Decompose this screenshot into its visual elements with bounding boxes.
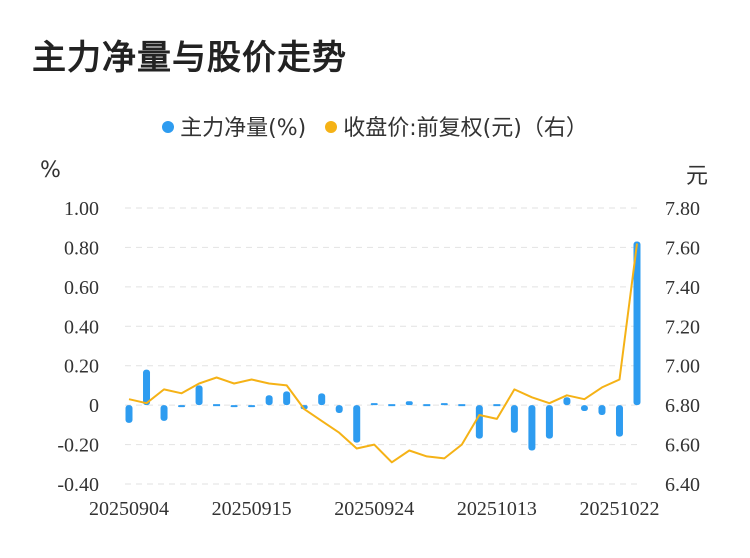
net-volume-bar	[283, 391, 291, 406]
right-tick-label: 7.60	[665, 237, 700, 259]
legend-item-close-price[interactable]: 收盘价:前复权(元)（右）	[325, 110, 588, 142]
net-volume-bar	[388, 404, 396, 407]
net-volume-bar	[195, 385, 203, 406]
right-tick-label: 7.20	[665, 316, 700, 338]
net-volume-bar	[335, 405, 343, 414]
close-price-line	[128, 243, 638, 464]
legend-dot-blue-icon	[162, 121, 175, 133]
net-volume-bar	[178, 405, 186, 408]
right-axis-unit: 元	[685, 164, 708, 189]
right-tick-label: 6.80	[665, 395, 700, 417]
right-tick-label: 7.00	[665, 356, 700, 378]
net-volume-bar	[440, 403, 448, 406]
right-tick-label: 7.80	[665, 198, 700, 220]
net-volume-bar	[213, 404, 221, 407]
right-tick-label: 6.60	[665, 435, 700, 457]
chart-title: 主力净量与股价走势	[32, 38, 347, 78]
legend-label-net-volume: 主力净量(%)	[180, 116, 307, 141]
x-tick-label: 20251022	[579, 498, 659, 520]
x-tick-label: 20250924	[334, 498, 414, 520]
left-tick-label: -0.20	[57, 435, 99, 457]
left-tick-label: 0.20	[64, 356, 99, 378]
left-axis-unit: %	[40, 158, 61, 183]
right-tick-label: 6.40	[665, 474, 700, 496]
x-tick-label: 20251013	[457, 498, 537, 520]
net-volume-bar	[580, 405, 588, 412]
left-tick-label: 0.80	[64, 237, 99, 259]
net-volume-bar	[528, 405, 536, 451]
net-volume-bar	[405, 401, 413, 406]
legend-item-net-volume[interactable]: 主力净量(%)	[162, 110, 306, 142]
legend-label-close-price: 收盘价:前复权(元)（右）	[343, 116, 588, 141]
net-volume-bar	[370, 403, 378, 406]
net-volume-bar	[423, 404, 431, 407]
net-volume-bar	[510, 405, 518, 433]
net-volume-bar	[545, 405, 553, 439]
net-volume-bar	[143, 369, 151, 406]
left-tick-label: 0	[89, 395, 99, 417]
net-volume-bar	[248, 405, 256, 408]
net-volume-bar	[633, 241, 641, 406]
net-volume-bar	[125, 405, 133, 423]
net-volume-bar	[475, 405, 483, 439]
legend-dot-orange-icon	[325, 121, 338, 133]
net-volume-bar	[615, 405, 623, 437]
left-tick-label: 0.40	[64, 316, 99, 338]
net-volume-bar	[458, 404, 466, 407]
net-volume-bar	[493, 404, 501, 407]
left-tick-label: 0.60	[64, 277, 99, 299]
net-volume-bar	[563, 397, 571, 406]
net-volume-bar	[318, 393, 326, 406]
x-tick-label: 20250904	[89, 498, 169, 520]
legend: 主力净量(%) 收盘价:前复权(元)（右）	[0, 110, 750, 142]
right-tick-label: 7.40	[665, 277, 700, 299]
net-volume-bar	[598, 405, 606, 415]
net-volume-bar	[160, 405, 168, 421]
net-volume-bar	[230, 405, 238, 408]
net-volume-bar	[265, 395, 273, 406]
left-tick-label: 1.00	[64, 198, 99, 220]
net-volume-bar	[353, 405, 361, 443]
x-tick-label: 20250915	[212, 498, 292, 520]
left-tick-label: -0.40	[57, 474, 99, 496]
